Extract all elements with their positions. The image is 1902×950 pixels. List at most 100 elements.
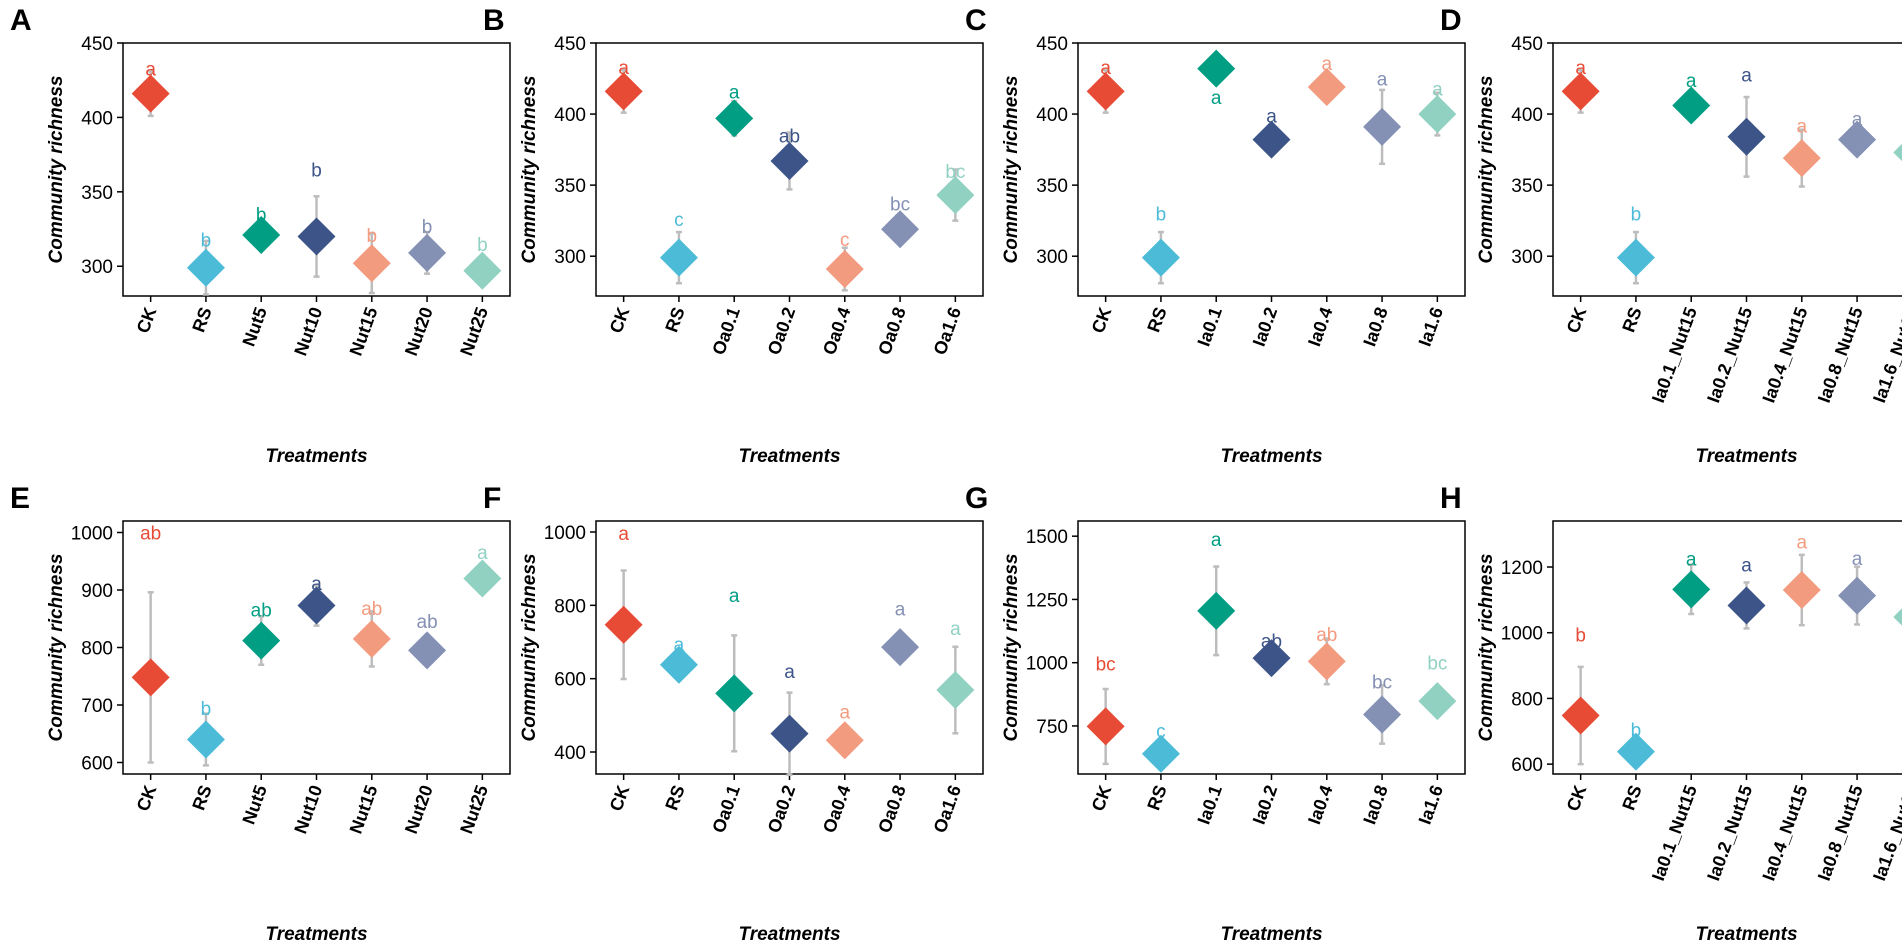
y-tick-label: 400 — [1036, 105, 1068, 126]
data-point-oa0-1 — [715, 99, 754, 138]
significance-letter: a — [618, 524, 629, 545]
y-axis-label: Community richness — [519, 76, 540, 264]
plot-frame — [1552, 42, 1902, 297]
y-tick-label: 400 — [81, 108, 113, 129]
panel-letter: G — [965, 482, 988, 515]
significance-letter: a — [674, 635, 685, 656]
significance-letter: a — [1377, 70, 1388, 91]
data-point-ia0-8-nut15 — [1838, 576, 1877, 615]
panel-letter: D — [1440, 4, 1462, 37]
significance-letter: b — [1631, 720, 1642, 741]
y-tick-label: 350 — [554, 176, 586, 197]
x-tick-label: Nut5 — [238, 305, 270, 349]
y-tick-label: 1000 — [1026, 654, 1068, 675]
y-tick-label: 1000 — [71, 524, 113, 545]
x-tick-label: Ia1.6 — [1415, 305, 1447, 349]
x-tick-label: Oa0.8 — [874, 783, 910, 836]
data-point-rs — [1616, 732, 1655, 771]
significance-letter: a — [145, 59, 156, 80]
data-point-ia1-6 — [1418, 95, 1457, 134]
significance-letter: b — [201, 699, 212, 720]
x-tick-label: Oa0.1 — [708, 305, 744, 358]
significance-letter: a — [1796, 533, 1807, 554]
data-point-ia0-1 — [1197, 591, 1236, 630]
data-point-ia0-2 — [1252, 639, 1291, 678]
x-axis-label: Treatments — [738, 446, 840, 467]
x-tick-label: RS — [661, 783, 688, 813]
significance-letter: b — [256, 205, 267, 226]
panel-d: D 300 350 400 450 Community richness Treatment… — [1440, 4, 1902, 467]
x-tick-label: RS — [188, 305, 215, 335]
significance-letter: a — [1266, 106, 1277, 127]
significance-letter: a — [1321, 54, 1332, 75]
y-tick-label: 1500 — [1026, 527, 1068, 548]
significance-letter: a — [1852, 549, 1863, 570]
x-tick-label: Ia0.1_Nut15 — [1648, 305, 1701, 406]
x-tick-label: Ia0.8_Nut15 — [1814, 305, 1867, 406]
y-tick-label: 600 — [81, 754, 113, 775]
data-point-nut10 — [297, 217, 336, 256]
y-axis-label: Community richness — [1001, 554, 1022, 742]
panel-b: B 300 350 400 450 Community richness Treatment… — [483, 4, 984, 467]
data-point-nut5 — [242, 215, 281, 254]
y-tick-label: 450 — [81, 34, 113, 55]
panel-a: A 300 350 400 450 Community richness Treatment… — [10, 4, 511, 467]
x-tick-label: RS — [1618, 305, 1645, 335]
panel-c: C 300 350 400 450 Community richness Treatment… — [965, 4, 1466, 467]
x-tick-label: Oa0.4 — [819, 783, 855, 836]
data-point-oa0-8 — [881, 210, 920, 249]
data-point-rs — [1141, 238, 1180, 277]
significance-letter: c — [1156, 722, 1166, 743]
x-tick-label: Nut15 — [346, 305, 382, 359]
significance-letter: a — [1741, 65, 1752, 86]
y-tick-label: 350 — [1036, 176, 1068, 197]
data-point-nut20 — [408, 631, 447, 670]
x-tick-label: Ia0.1 — [1193, 783, 1225, 827]
y-tick-label: 1000 — [1501, 624, 1543, 645]
data-point-ck — [1561, 696, 1600, 735]
y-tick-label: 1000 — [544, 523, 586, 544]
data-point-ia0-2 — [1252, 120, 1291, 159]
data-point-ck — [131, 658, 170, 697]
x-axis-label: Treatments — [265, 446, 367, 467]
panel-letter: A — [10, 4, 32, 37]
significance-letter: bc — [945, 162, 965, 183]
significance-letter: b — [201, 230, 212, 251]
x-tick-label: Ia0.2 — [1249, 305, 1281, 349]
data-point-ia0-1-nut15 — [1672, 570, 1711, 609]
significance-letter: ab — [417, 612, 438, 633]
data-point-ia0-4 — [1307, 68, 1346, 107]
significance-letter: c — [840, 230, 850, 251]
significance-letter: a — [1432, 79, 1443, 100]
significance-letter: b — [1156, 205, 1167, 226]
significance-letter: bc — [890, 195, 910, 216]
significance-letter: b — [366, 226, 377, 247]
x-axis-label: Treatments — [738, 924, 840, 945]
y-tick-label: 750 — [1036, 717, 1068, 738]
significance-letter: a — [839, 703, 850, 724]
significance-letter: a — [950, 619, 961, 640]
x-tick-label: CK — [133, 305, 161, 336]
significance-letter: b — [1575, 626, 1586, 647]
x-tick-label: Ia0.1 — [1193, 305, 1225, 349]
x-tick-label: Oa0.8 — [874, 305, 910, 358]
significance-letter: a — [895, 599, 906, 620]
x-axis-label: Treatments — [1220, 446, 1322, 467]
significance-letter: bc — [1096, 654, 1116, 675]
significance-letter: b — [422, 217, 433, 238]
data-point-oa0-2 — [770, 141, 809, 180]
x-axis-label: Treatments — [265, 924, 367, 945]
x-tick-label: Oa0.2 — [764, 305, 800, 358]
significance-letter: ab — [361, 599, 382, 620]
panel-letter: E — [10, 482, 30, 515]
data-point-nut5 — [242, 621, 281, 660]
significance-letter: a — [1796, 116, 1807, 137]
significance-letter: a — [1211, 88, 1222, 109]
significance-letter: a — [1852, 109, 1863, 130]
y-tick-label: 450 — [554, 34, 586, 55]
y-axis-label: Community richness — [1001, 76, 1022, 264]
